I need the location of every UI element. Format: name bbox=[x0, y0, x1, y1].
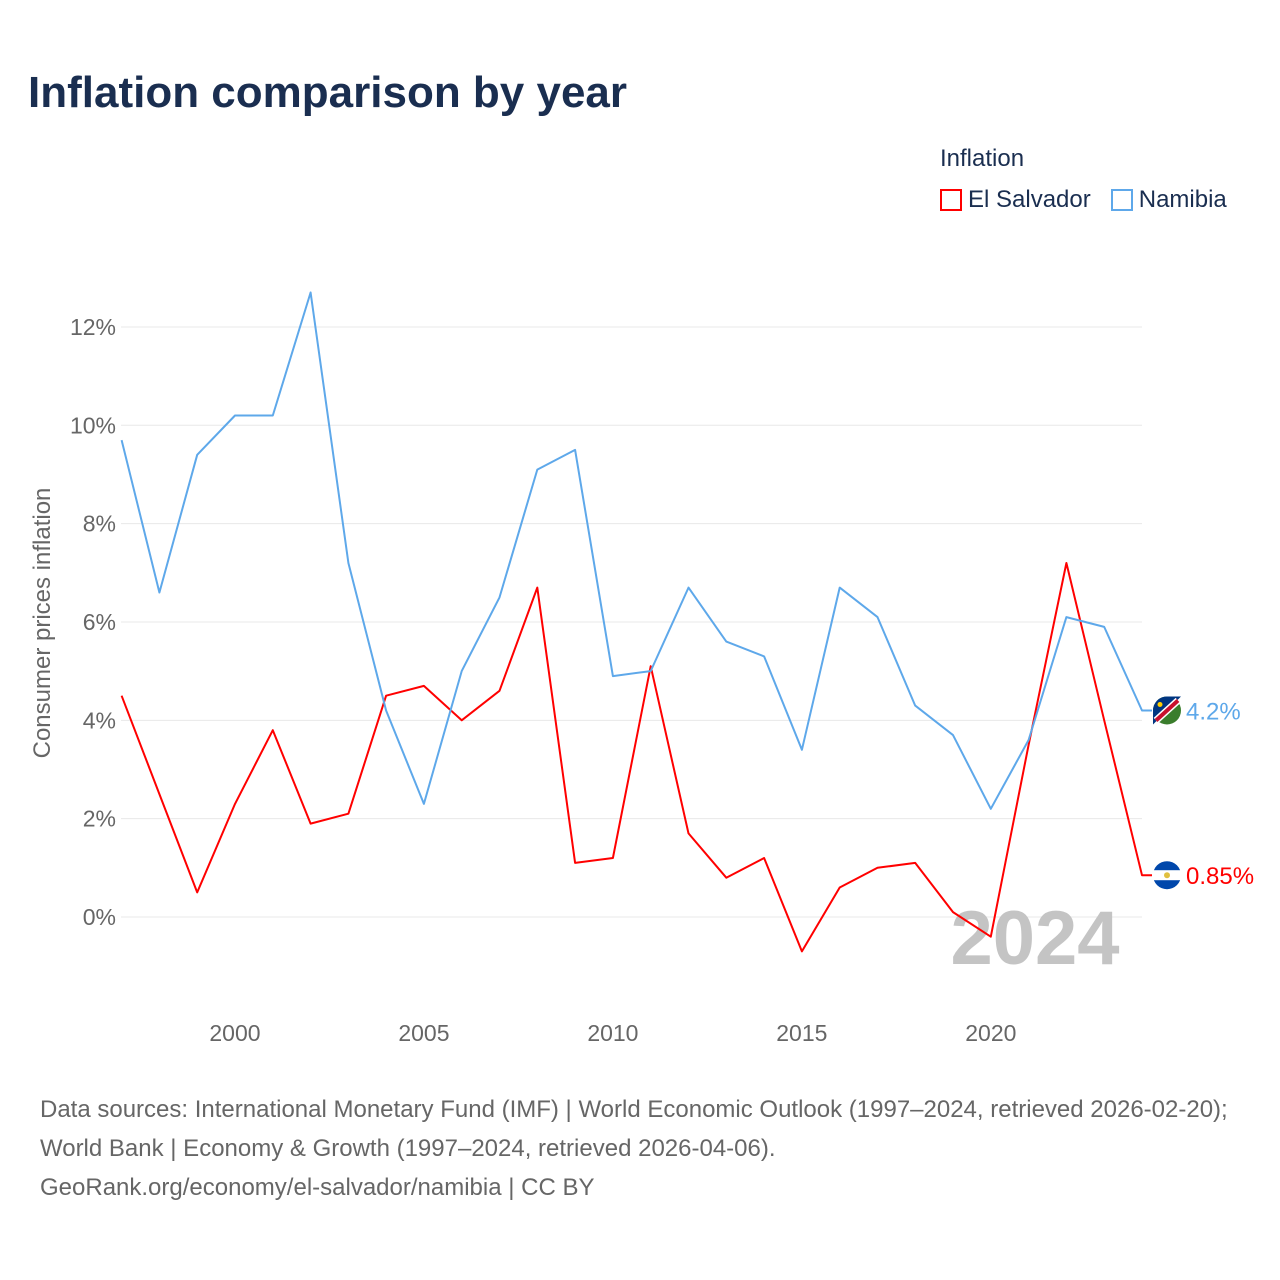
y-tick-label: 12% bbox=[70, 314, 116, 340]
legend-label: Namibia bbox=[1138, 186, 1227, 213]
chart-title: Inflation comparison by year bbox=[28, 68, 628, 117]
flag-icon-namibia bbox=[1153, 696, 1181, 725]
x-tick-label: 2005 bbox=[398, 1020, 449, 1046]
y-tick-label: 10% bbox=[70, 412, 116, 438]
series-line-el-salvador bbox=[120, 562, 1152, 953]
legend: El Salvador Namibia bbox=[940, 186, 1227, 214]
footer-credit[interactable]: GeoRank.org/economy/el-salvador/namibia … bbox=[40, 1174, 595, 1201]
x-tick-label: 2000 bbox=[209, 1020, 260, 1046]
legend-label: El Salvador bbox=[968, 186, 1091, 213]
y-tick-label: 0% bbox=[83, 904, 116, 930]
y-tick-label: 6% bbox=[83, 609, 116, 635]
y-tick-label: 2% bbox=[83, 806, 116, 832]
flag-emblem bbox=[1164, 872, 1170, 879]
x-tick-label: 2010 bbox=[587, 1020, 638, 1046]
y-tick-label: 4% bbox=[83, 707, 116, 733]
end-label-el-salvador: 0.85% bbox=[1186, 863, 1254, 890]
y-axis-label: Consumer prices inflation bbox=[29, 488, 56, 759]
legend-item-el-salvador[interactable]: El Salvador bbox=[940, 186, 1091, 214]
legend-item-namibia[interactable]: Namibia bbox=[1110, 186, 1227, 214]
x-tick-label: 2020 bbox=[965, 1020, 1016, 1046]
year-watermark: 2024 bbox=[950, 896, 1119, 981]
series-line-namibia bbox=[120, 291, 1152, 810]
y-tick-label: 8% bbox=[83, 511, 116, 537]
flag-sun bbox=[1157, 701, 1163, 707]
flag-icon-el-salvador bbox=[1153, 861, 1181, 890]
legend-swatch-namibia bbox=[1110, 189, 1133, 211]
footer-sources: Data sources: International Monetary Fun… bbox=[40, 1096, 1228, 1162]
legend-swatch-el-salvador bbox=[940, 189, 962, 211]
end-label-namibia: 4.2% bbox=[1186, 698, 1241, 725]
flag-red bbox=[1154, 699, 1180, 722]
x-tick-label: 2015 bbox=[776, 1020, 827, 1046]
legend-title: Inflation bbox=[940, 145, 1025, 172]
footer: Data sources: International Monetary Fun… bbox=[40, 1090, 1250, 1207]
